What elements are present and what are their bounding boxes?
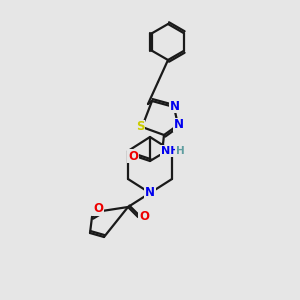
Text: N: N: [145, 187, 155, 200]
Text: O: O: [139, 211, 149, 224]
Text: O: O: [128, 149, 138, 163]
Text: H: H: [176, 146, 184, 156]
Text: N: N: [174, 118, 184, 131]
Text: O: O: [93, 202, 103, 215]
Text: NH: NH: [161, 146, 179, 156]
Text: S: S: [136, 121, 144, 134]
Text: N: N: [170, 100, 180, 112]
